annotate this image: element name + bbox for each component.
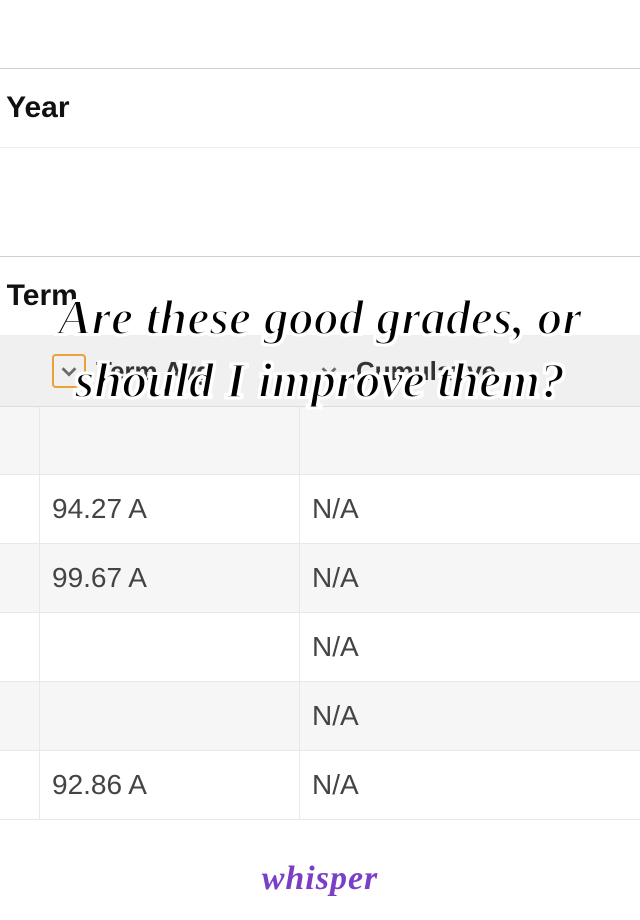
table-row[interactable]: 94.27 AN/A — [0, 475, 640, 544]
cumulative-cell: N/A — [300, 475, 570, 543]
row-spacer-cell — [0, 475, 40, 543]
term-avg-header-label: Term Avg — [96, 356, 212, 387]
term-avg-cell — [40, 613, 300, 681]
table-row[interactable]: N/A — [0, 613, 640, 682]
cumulative-cell: N/A — [300, 682, 570, 750]
cumulative-cell: N/A — [300, 613, 570, 681]
row-spacer-cell — [0, 407, 40, 474]
term-avg-cell — [40, 407, 300, 474]
term-dropdown[interactable]: rrent Term — [0, 257, 640, 336]
year-filter-label: r — [0, 0, 640, 69]
term-avg-cell: 94.27 A — [40, 475, 300, 543]
table-row[interactable]: N/A — [0, 682, 640, 751]
grades-table-header: Term Avg Cumulative — [0, 336, 640, 407]
chevron-down-icon — [52, 354, 86, 388]
row-spacer-cell — [0, 544, 40, 612]
term-avg-cell: 92.86 A — [40, 751, 300, 819]
row-spacer-cell — [0, 682, 40, 750]
cumulative-cell: N/A — [300, 751, 570, 819]
column-header-term-avg[interactable]: Term Avg — [40, 346, 300, 396]
chevron-down-icon — [312, 354, 346, 388]
year-dropdown[interactable]: rrent Year — [0, 69, 640, 148]
table-row[interactable] — [0, 407, 640, 475]
cumulative-cell — [300, 407, 570, 474]
cumulative-header-label: Cumulative — [356, 356, 496, 387]
term-filter-label: m — [0, 188, 640, 257]
table-row[interactable]: 99.67 AN/A — [0, 544, 640, 613]
term-avg-cell: 99.67 A — [40, 544, 300, 612]
table-row[interactable]: 92.86 AN/A — [0, 751, 640, 820]
column-header-cumulative[interactable]: Cumulative — [300, 346, 570, 396]
term-avg-cell — [40, 682, 300, 750]
row-spacer-cell — [0, 751, 40, 819]
row-spacer-cell — [0, 613, 40, 681]
grades-table-body: 94.27 AN/A99.67 AN/AN/AN/A92.86 AN/A — [0, 407, 640, 820]
whisper-watermark: whisper — [0, 860, 640, 898]
cumulative-cell: N/A — [300, 544, 570, 612]
